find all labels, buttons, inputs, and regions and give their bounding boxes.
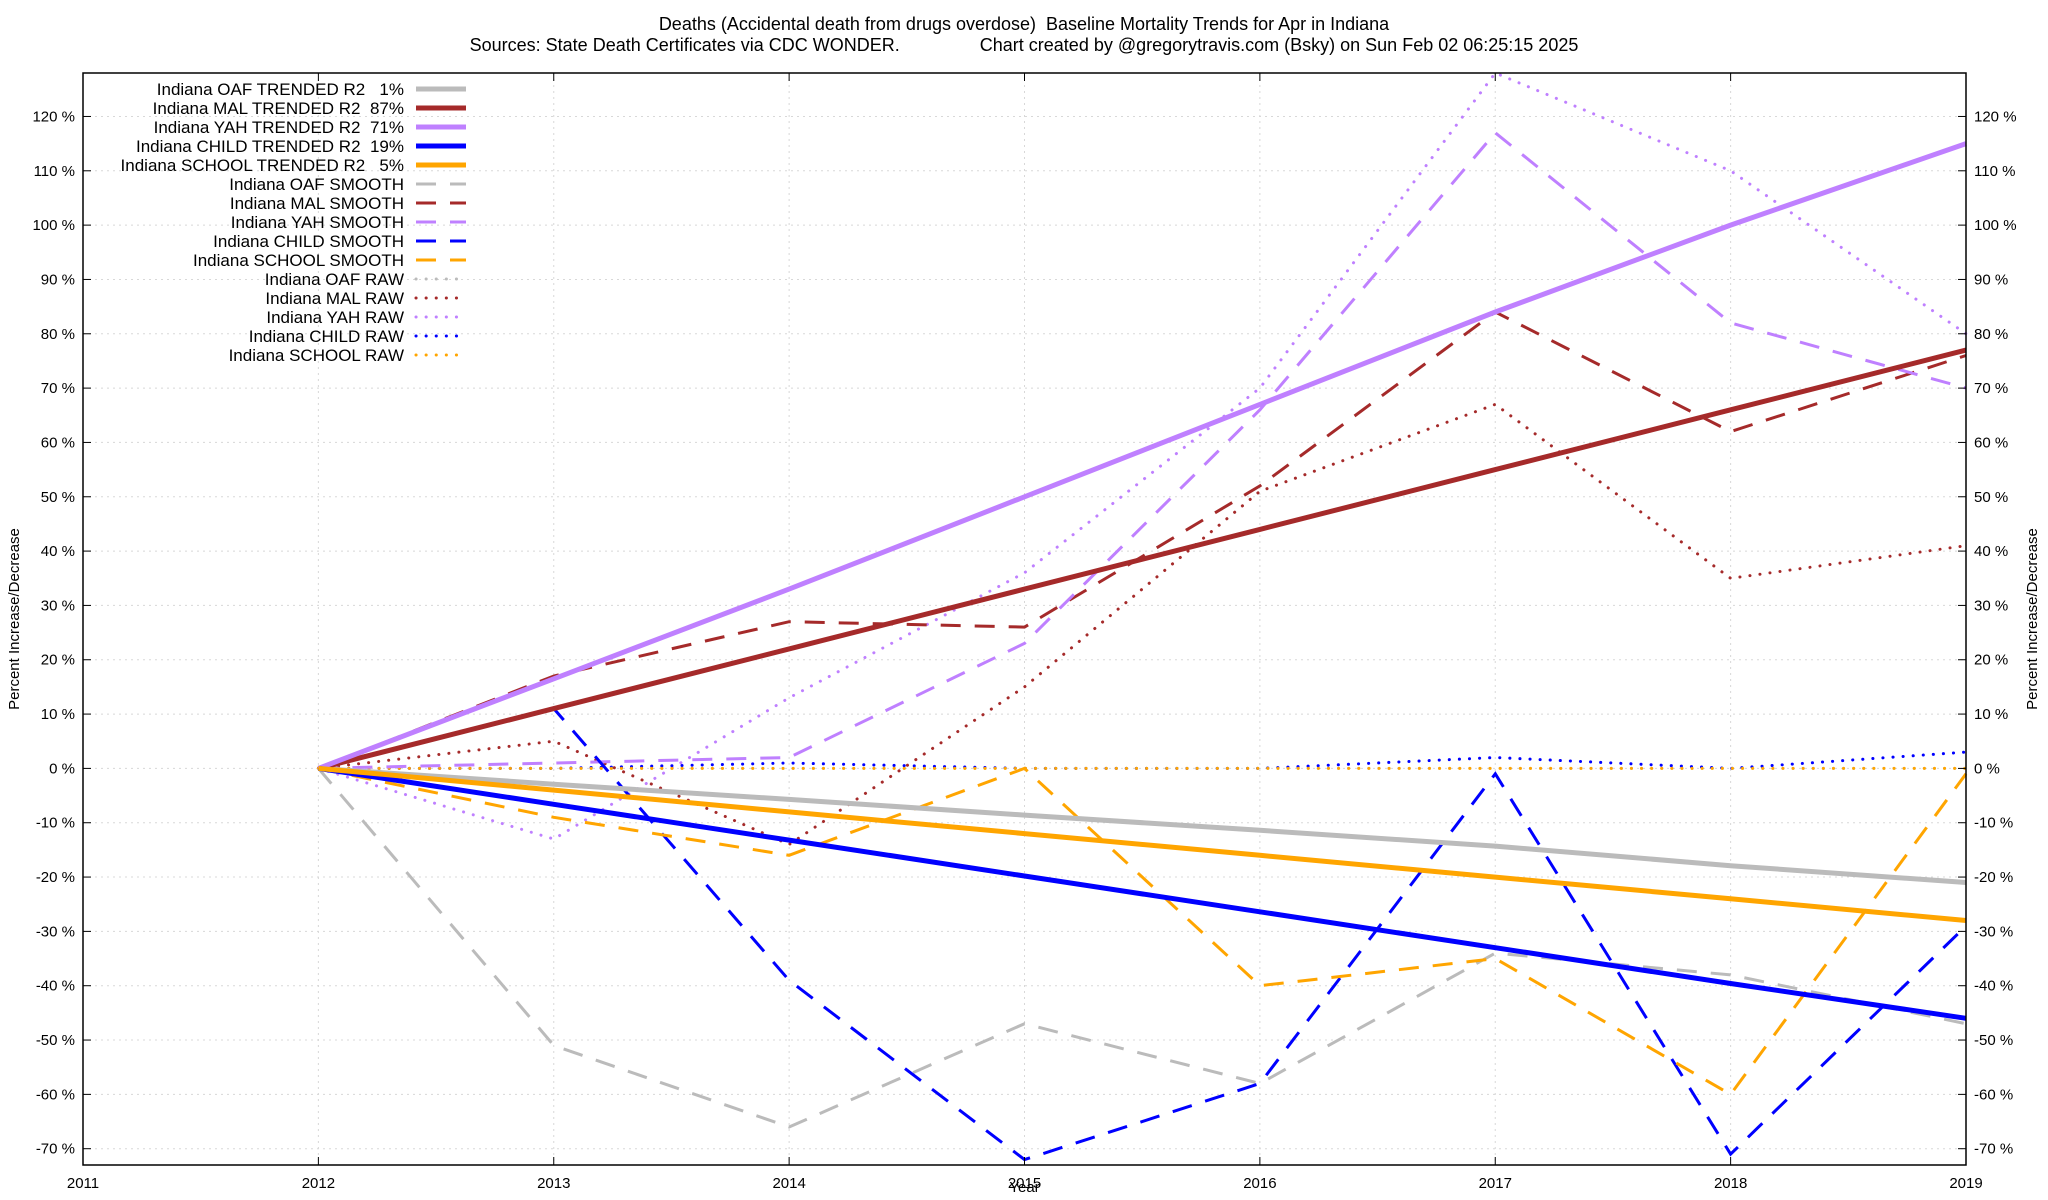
y-tick-label: 10 % [41,706,75,723]
y2-tick-label: 0 % [1974,760,2000,777]
x-tick-label: 2018 [1714,1175,1747,1192]
y2-tick-label: 110 % [1974,163,2015,180]
y-tick-label: -20 % [36,869,75,886]
x-tick-label: 2013 [537,1175,570,1192]
legend-label-school-trended: Indiana SCHOOL TRENDED R2 5% [121,156,404,175]
y2-tick-label: 10 % [1974,706,2008,723]
series-line-school-trended [318,765,1967,923]
y2-tick-label: -50 % [1974,1032,2013,1049]
legend-label-yah-smooth: Indiana YAH SMOOTH [231,213,404,232]
legend: Indiana OAF TRENDED R2 1%Indiana MAL TRE… [121,80,468,365]
y-tick-label: 120 % [32,108,75,125]
y2-tick-label: 120 % [1974,108,2017,125]
y2-tick-label: 20 % [1974,652,2008,669]
legend-label-oaf-trended: Indiana OAF TRENDED R2 1% [157,80,404,99]
y-tick-label: 0 % [49,760,75,777]
x-tick-label: 2012 [302,1175,335,1192]
series-line-child-raw [316,750,1968,770]
legend-label-mal-raw: Indiana MAL RAW [265,289,404,308]
tick-layer: 2011 2012 2013 2014 2015 2016 2017 2018 2019 -70 … [32,73,2017,1192]
x-tick-label: 2016 [1243,1175,1276,1192]
legend-label-oaf-raw: Indiana OAF RAW [265,270,404,289]
y2-tick-label: 70 % [1974,380,2008,397]
y-tick-label: 70 % [41,380,75,397]
x-tick-label: 2015 [1008,1175,1041,1192]
y2-tick-label: -60 % [1974,1086,2013,1103]
y-tick-label: -10 % [36,815,75,832]
grid-layer [83,73,1966,1165]
y2-tick-label: -20 % [1974,869,2013,886]
y2-axis-label: Percent Increase/Decrease [2024,528,2041,710]
y-tick-label: -60 % [36,1086,75,1103]
y-tick-label: 30 % [41,597,75,614]
x-tick-label: 2011 [67,1175,99,1192]
legend-label-oaf-smooth: Indiana OAF SMOOTH [229,175,404,194]
series-line-mal-smooth [317,310,1967,770]
y-tick-label: 50 % [41,489,75,506]
series-line-mal-raw [316,402,1968,847]
y2-tick-label: 90 % [1974,271,2008,288]
legend-label-child-raw: Indiana CHILD RAW [249,327,404,346]
series-line-oaf-trended [318,765,1967,885]
legend-label-child-smooth: Indiana CHILD SMOOTH [213,232,404,251]
series-line-school-smooth [318,766,1968,1097]
y2-tick-label: 50 % [1974,489,2008,506]
series-line-child-trended [318,765,1967,1021]
x-tick-label: 2014 [772,1175,805,1192]
y2-tick-label: -10 % [1974,815,2013,832]
series-line-child-smooth [318,706,1968,1162]
x-axis-label: Year [1009,1179,1039,1196]
legend-label-child-trended: Indiana CHILD TRENDED R2 19% [136,137,404,156]
y-tick-label: 110 % [34,163,75,180]
legend-label-school-raw: Indiana SCHOOL RAW [229,346,404,365]
series-line-yah-trended [317,141,1967,771]
y-tick-label: 80 % [41,326,75,343]
x-tick-label: 2019 [1949,1175,1982,1192]
y-axis-label: Percent Increase/Decrease [6,528,23,710]
series-line-mal-trended [317,347,1967,771]
y-tick-label: -40 % [36,978,75,995]
y2-tick-label: 100 % [1974,217,2017,234]
y-tick-label: -70 % [36,1141,75,1158]
legend-label-mal-smooth: Indiana MAL SMOOTH [230,194,404,213]
legend-label-yah-raw: Indiana YAH RAW [266,308,404,327]
y2-tick-label: 60 % [1974,434,2008,451]
y2-tick-label: 40 % [1974,543,2008,560]
chart-subtitle: Sources: State Death Certificates via CD… [469,35,1579,55]
x-tick-label: 2017 [1479,1175,1512,1192]
y-tick-label: 40 % [41,543,75,560]
y2-tick-label: 30 % [1974,597,2008,614]
legend-label-school-smooth: Indiana SCHOOL SMOOTH [193,251,404,270]
y-tick-label: -50 % [36,1032,75,1049]
series-line-yah-raw [316,71,1968,841]
series-line-yah-smooth [318,130,1967,770]
y-tick-label: 20 % [41,652,75,669]
y-tick-label: 60 % [41,434,75,451]
chart-title: Deaths (Accidental death from drugs over… [658,14,1390,34]
series-line-oaf-smooth [317,767,1967,1129]
y-tick-label: 100 % [32,217,75,234]
legend-label-mal-trended: Indiana MAL TRENDED R2 87% [153,99,404,118]
y-tick-label: -30 % [36,923,75,940]
series-layer [316,71,1968,1162]
legend-label-yah-trended: Indiana YAH TRENDED R2 71% [154,118,404,137]
y-tick-label: 90 % [41,271,75,288]
y2-tick-label: -70 % [1974,1141,2013,1158]
y2-tick-label: -30 % [1974,923,2013,940]
y2-tick-label: -40 % [1974,978,2013,995]
y2-tick-label: 80 % [1974,326,2008,343]
